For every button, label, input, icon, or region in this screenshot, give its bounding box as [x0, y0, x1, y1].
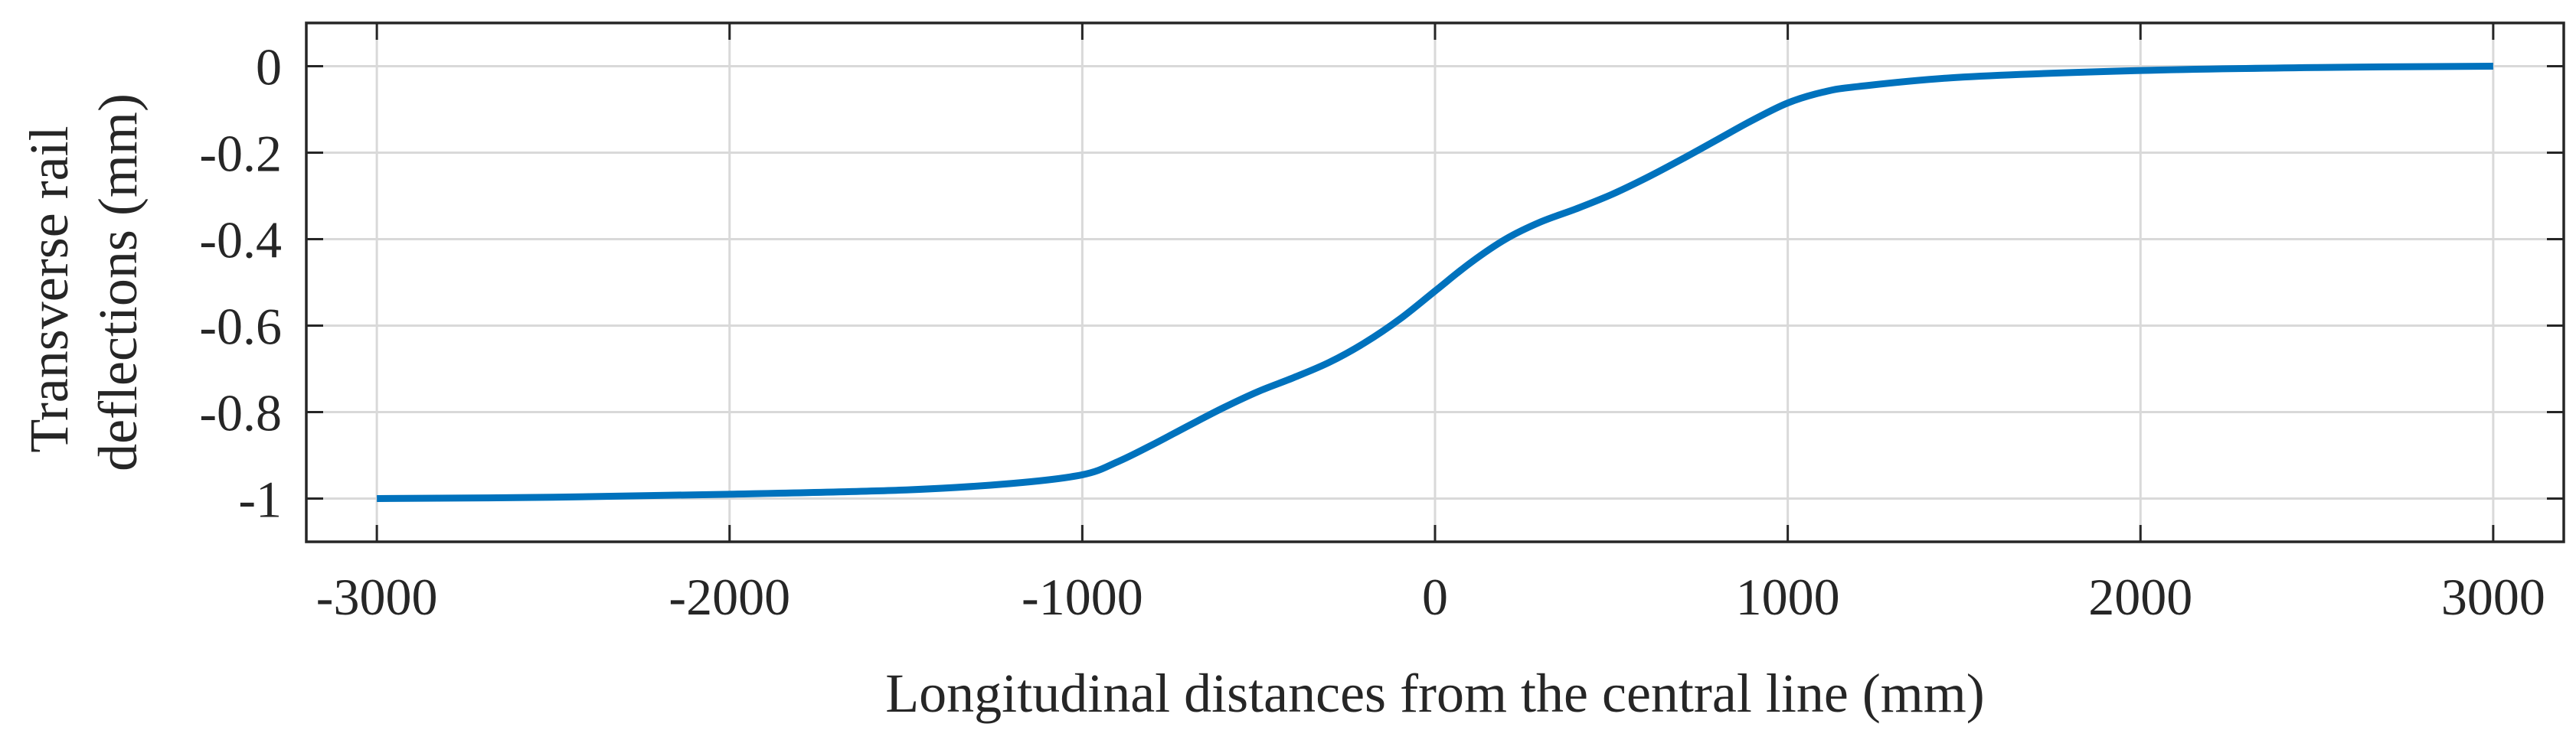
y-axis-label: Transverse rail deflections (mm): [18, 93, 149, 471]
x-tick-label: 2000: [2088, 568, 2192, 626]
x-tick-label: 3000: [2441, 568, 2545, 626]
axis-ticks: [306, 23, 2564, 542]
x-tick-label: 1000: [1736, 568, 1840, 626]
series-line: [377, 63, 2493, 502]
y-tick-label: -1: [238, 471, 282, 529]
y-tick-label: -0.6: [199, 298, 282, 356]
y-axis-label-line-1: Transverse rail: [18, 126, 80, 452]
tick-labels: -3000 -2000 -1000 0 1000 2000 3000 0 -0.2 -0.4 -0.…: [199, 38, 2545, 627]
grid-lines: [306, 23, 2564, 542]
y-axis-label-line-2: deflections (mm): [87, 93, 149, 471]
y-tick-label: -0.2: [199, 125, 282, 183]
y-tick-label: -0.8: [199, 384, 282, 442]
y-tick-label: 0: [256, 38, 282, 96]
x-axis-label: Longitudinal distances from the central …: [885, 663, 1985, 724]
x-tick-label: -2000: [669, 568, 790, 626]
x-tick-label: -3000: [316, 568, 438, 626]
x-tick-label: -1000: [1022, 568, 1143, 626]
plot-series: [377, 63, 2493, 502]
y-tick-label: -0.4: [199, 211, 282, 269]
x-tick-label: 0: [1422, 568, 1448, 626]
